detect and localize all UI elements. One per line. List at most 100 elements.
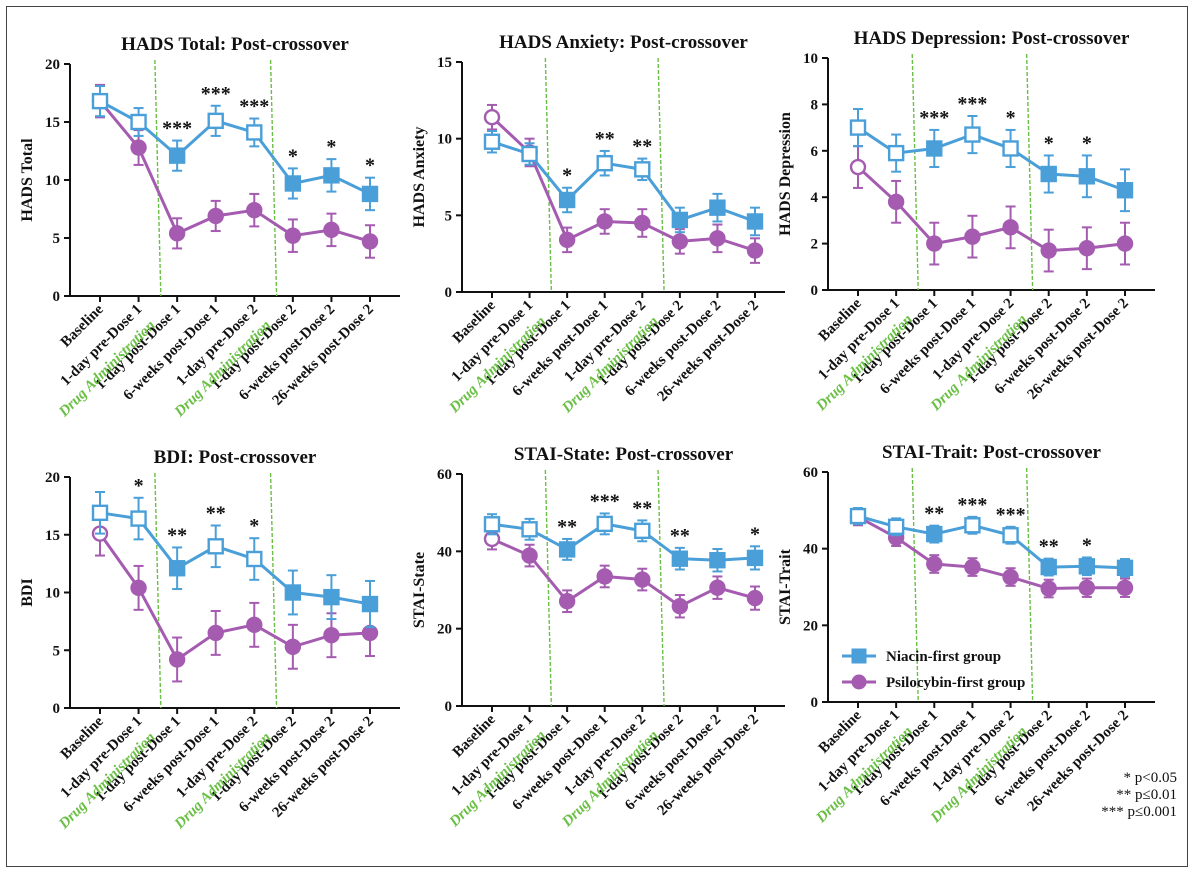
chart-title: HADS Depression: Post-crossover: [854, 28, 1130, 49]
data-point: [634, 214, 651, 232]
y-tick-label: 10: [437, 132, 452, 148]
significance-marker: *: [134, 475, 144, 497]
y-axis-label: STAI-Trait: [777, 548, 794, 625]
significance-marker: **: [167, 524, 187, 546]
series-niacin: [91, 491, 379, 629]
data-point: [1116, 579, 1134, 596]
y-tick-label: 0: [53, 701, 61, 717]
drug-admin-line: [1025, 53, 1034, 291]
data-point: [558, 541, 576, 558]
series-psilocybin: [849, 507, 1134, 599]
data-point: [323, 627, 340, 644]
chart-title: HADS Anxiety: Post-crossover: [499, 32, 748, 53]
y-tick-label: 2: [811, 237, 819, 253]
data-point: [926, 525, 943, 543]
data-point: [1116, 235, 1134, 252]
series-niacin: [483, 130, 764, 237]
data-point: [284, 227, 302, 244]
y-tick-label: 15: [437, 55, 452, 71]
data-point: [1002, 527, 1019, 544]
y-tick-label: 40: [437, 544, 452, 560]
data-point: [926, 235, 943, 252]
significance-marker: ***: [162, 118, 192, 140]
legend-marker-psilocybin: [851, 674, 867, 690]
y-tick-label: 0: [811, 283, 819, 299]
significance-marker: ***: [201, 83, 231, 105]
data-point: [926, 555, 943, 573]
data-point: [91, 504, 109, 522]
drug-admin-line: [1025, 467, 1034, 703]
data-point: [483, 108, 501, 126]
data-point: [207, 538, 224, 555]
drug-admin-line: [154, 472, 162, 709]
series-niacin: [483, 512, 764, 573]
drug-admin-line: [544, 469, 553, 707]
data-point: [246, 616, 263, 634]
data-point: [849, 119, 867, 136]
data-point: [1116, 182, 1134, 199]
significance-marker: **: [206, 503, 226, 525]
significance-marker: *: [750, 523, 760, 545]
y-tick-label: 10: [45, 586, 60, 602]
significance-marker: *: [288, 145, 298, 167]
drug-admin-line: [911, 53, 919, 291]
data-point: [558, 231, 576, 249]
significance-marker: **: [670, 525, 690, 547]
data-point: [709, 552, 726, 569]
data-point: [246, 550, 263, 568]
data-point: [1040, 165, 1057, 183]
data-point: [1116, 559, 1134, 577]
panel-5: STAI-State: Post-crossover STAI-State 0 20 4…: [411, 444, 785, 831]
data-point: [483, 516, 501, 533]
series-niacin: [849, 108, 1134, 213]
data-point: [596, 213, 613, 230]
chart-title: BDI: Post-crossover: [154, 447, 317, 468]
legend-label-niacin: Niacin-first group: [886, 649, 1001, 665]
y-axis-label: HADS Anxiety: [411, 127, 428, 228]
significance-marker: **: [1039, 536, 1059, 558]
data-point: [207, 112, 224, 130]
series-psilocybin: [483, 527, 764, 619]
significance-marker: **: [632, 497, 652, 519]
significance-marker: ***: [239, 96, 269, 118]
data-point: [671, 598, 689, 615]
data-point: [887, 193, 905, 211]
panel-1: HADS Total: Post-crossover HADS Total 0 5 10…: [19, 34, 400, 421]
data-point: [284, 584, 302, 601]
data-point: [1040, 580, 1057, 597]
data-point: [130, 139, 147, 156]
significance-marker: **: [632, 136, 652, 158]
significance-marker: *: [365, 155, 375, 177]
significance-marker: **: [557, 516, 577, 538]
y-tick-label: 0: [811, 695, 819, 711]
data-point: [91, 92, 109, 110]
data-point: [284, 175, 302, 192]
significance-marker: *: [1044, 132, 1054, 154]
data-point: [130, 510, 147, 527]
drug-admin-line: [657, 469, 665, 707]
data-point: [1078, 240, 1096, 257]
data-point: [596, 568, 613, 585]
y-tick-label: 60: [803, 465, 818, 481]
y-tick-label: 10: [45, 173, 60, 189]
y-tick-label: 5: [53, 643, 61, 659]
data-point: [207, 624, 224, 642]
data-point: [168, 651, 186, 668]
y-tick-label: 0: [53, 289, 61, 305]
data-point: [887, 518, 905, 536]
legend-marker-niacin: [851, 648, 867, 664]
chart-title: STAI-State: Post-crossover: [514, 444, 734, 465]
data-point: [634, 571, 651, 588]
data-point: [168, 147, 186, 164]
data-point: [361, 185, 379, 203]
panel-6: STAI-Trait: Post-crossover STAI-Trait 0 20 4…: [777, 442, 1155, 827]
significance-marker: ***: [919, 107, 949, 129]
data-point: [634, 522, 651, 540]
series-niacin: [849, 507, 1134, 578]
y-axis-label: STAI-State: [411, 552, 428, 628]
panel-4: BDI: Post-crossoverBDI05101520Baseline1-…: [19, 447, 400, 833]
y-tick-label: 20: [45, 57, 60, 73]
significance-marker: ***: [957, 494, 987, 516]
y-tick-label: 40: [803, 542, 818, 558]
